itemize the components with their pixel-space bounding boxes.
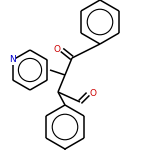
Text: N: N (9, 56, 16, 64)
Text: O: O (90, 89, 97, 98)
Text: O: O (53, 45, 60, 54)
